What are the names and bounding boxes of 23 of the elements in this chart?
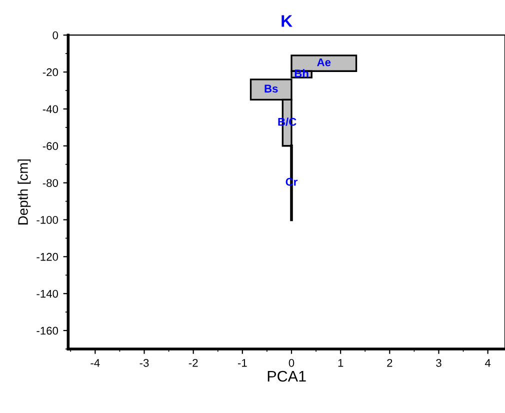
y-tick-label: -100 [36, 216, 58, 224]
y-tick-label: -20 [42, 68, 58, 76]
x-tick-label: 3 [436, 359, 442, 367]
y-tick-label: -140 [36, 290, 58, 298]
y-tick-label: -160 [36, 326, 58, 335]
y-tick-label: -40 [42, 105, 58, 114]
y-tick-label: -80 [42, 179, 58, 187]
series-label: Ae [317, 58, 331, 66]
y-tick-label: -60 [42, 142, 58, 150]
x-tick-label: 4 [484, 359, 491, 367]
x-tick-label: -4 [90, 359, 100, 367]
x-axis-title: PCA1 [268, 370, 306, 382]
y-tick-label: 0 [52, 31, 58, 40]
series-label: Bs [264, 84, 278, 93]
x-tick-label: -3 [140, 359, 149, 367]
x-tick-label: 0 [288, 359, 294, 367]
chart-title: K [282, 15, 292, 27]
y-tick-label: -120 [36, 252, 58, 261]
y-axis-title: Depth [cm] [18, 159, 31, 224]
x-tick-label: 1 [338, 359, 344, 367]
x-tick-label: 2 [387, 359, 392, 367]
x-tick-label: -1 [238, 359, 247, 367]
x-tick-label: -2 [188, 359, 198, 367]
